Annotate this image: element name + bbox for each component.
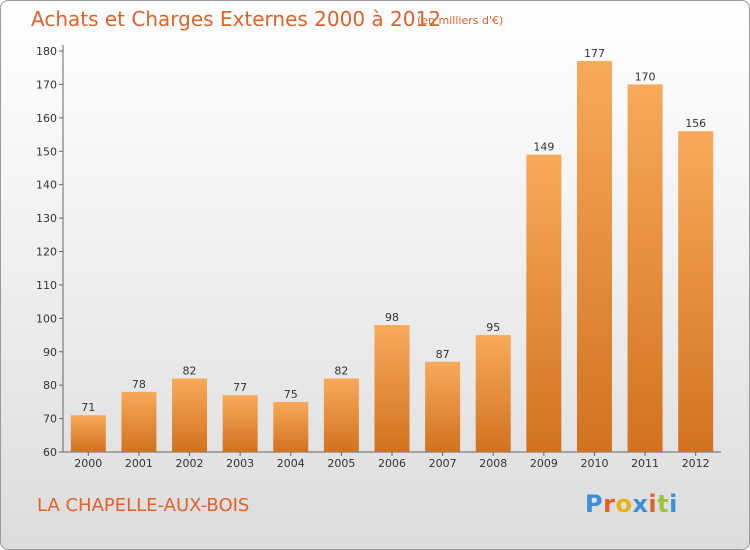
x-tick-label: 2002 [176, 457, 204, 470]
y-tick-label: 80 [43, 379, 57, 392]
chart-axes: 60 70 80 90 100 110 120 130 140 150 160 170 180 2000 2… [36, 45, 721, 470]
data-label-2000: 71 [81, 401, 95, 414]
bar-2006 [374, 325, 410, 452]
x-tick-label: 2001 [125, 457, 153, 470]
y-tick-label: 130 [36, 212, 57, 225]
y-tick-label: 120 [36, 246, 57, 259]
data-label-2005: 82 [334, 364, 348, 377]
x-tick-label: 2005 [327, 457, 355, 470]
y-tick-label: 140 [36, 179, 57, 192]
x-tick-label: 2010 [580, 457, 608, 470]
logo-letter: P [585, 490, 604, 518]
chart-title: Achats et Charges Externes 2000 à 2012 [31, 7, 441, 31]
data-label-2010: 177 [584, 47, 605, 60]
bar-2000 [70, 415, 106, 452]
logo-letter: x [632, 490, 649, 518]
logo-letter: i [648, 490, 658, 518]
data-label-2006: 98 [385, 311, 399, 324]
bar-2003 [222, 395, 258, 452]
data-label-2002: 82 [183, 364, 197, 377]
bar-2001 [121, 391, 157, 452]
bar-2008 [475, 335, 511, 452]
data-label-2011: 170 [635, 70, 656, 83]
data-label-2008: 95 [486, 321, 500, 334]
bar-2010 [576, 61, 612, 453]
x-tick-label: 2004 [277, 457, 305, 470]
bar-2004 [273, 401, 309, 452]
bar-2012 [678, 131, 714, 452]
data-label-2007: 87 [436, 348, 450, 361]
bar-2002 [172, 378, 208, 452]
bar-2007 [425, 361, 461, 452]
y-tick-label: 60 [43, 446, 57, 459]
y-tick-label: 180 [36, 45, 57, 58]
commune-name: LA CHAPELLE-AUX-BOIS [37, 495, 250, 516]
y-tick-label: 160 [36, 112, 57, 125]
chart-bars [70, 61, 714, 453]
data-label-2009: 149 [533, 141, 554, 154]
y-tick-label: 70 [43, 413, 57, 426]
data-label-2012: 156 [685, 117, 706, 130]
y-tick-label: 170 [36, 78, 57, 91]
bar-2005 [323, 378, 359, 452]
x-tick-label: 2000 [74, 457, 102, 470]
proxiti-logo[interactable]: Proxiti [585, 490, 678, 518]
x-tick-label: 2003 [226, 457, 254, 470]
logo-letter: i [669, 490, 678, 518]
bar-2011 [627, 84, 663, 453]
x-tick-label: 2006 [378, 457, 406, 470]
bar-2009 [526, 154, 562, 452]
x-tick-label: 2011 [631, 457, 659, 470]
x-tick-label: 2012 [682, 457, 710, 470]
y-tick-label: 100 [36, 312, 57, 325]
y-tick-label: 110 [36, 279, 57, 292]
logo-letter: r [603, 490, 616, 518]
y-tick-label: 150 [36, 145, 57, 158]
x-tick-label: 2008 [479, 457, 507, 470]
x-tick-label: 2007 [429, 457, 457, 470]
data-label-2004: 75 [284, 388, 298, 401]
chart-subtitle: (en milliers d'€) [417, 14, 504, 27]
data-label-2001: 78 [132, 378, 146, 391]
logo-letter: t [657, 490, 670, 518]
data-label-2003: 77 [233, 381, 247, 394]
logo-letter: o [615, 490, 633, 518]
x-tick-label: 2009 [530, 457, 558, 470]
chart-labels: 71 78 82 77 75 82 98 87 95 149 177 170 156 [81, 47, 706, 414]
y-tick-label: 90 [43, 346, 57, 359]
